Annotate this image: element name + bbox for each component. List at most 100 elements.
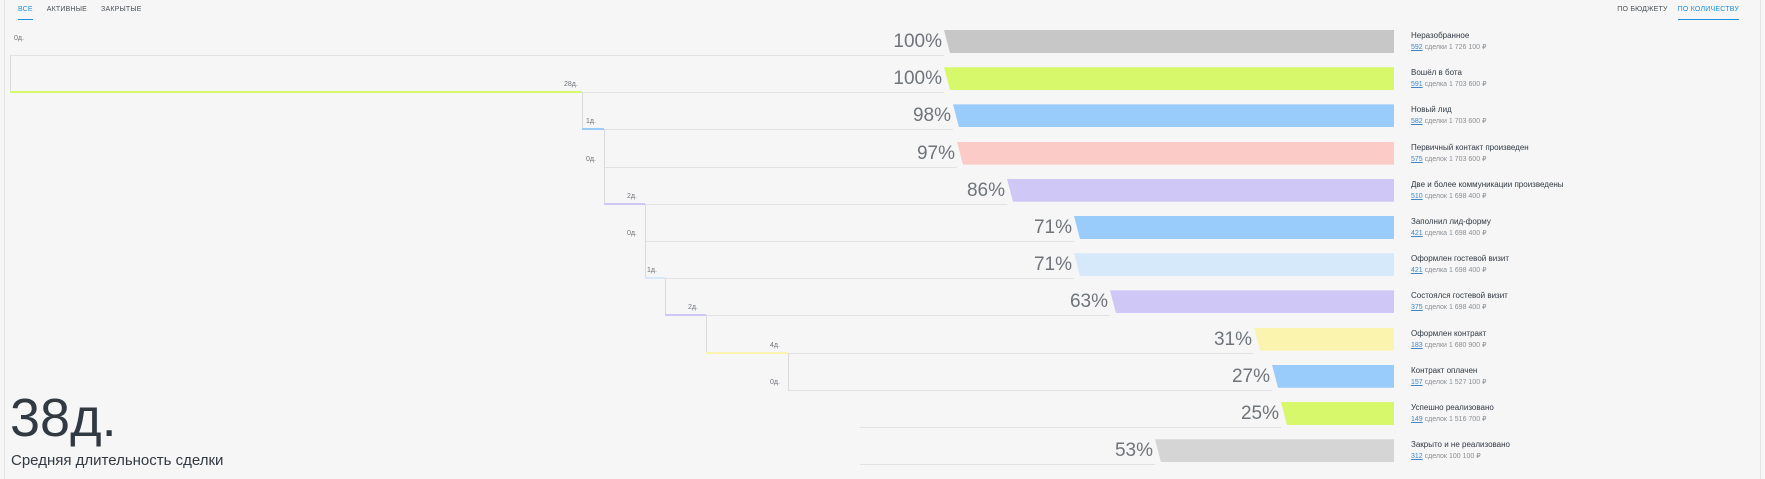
funnel-bar[interactable] — [957, 141, 1394, 165]
stage-deal-summary: сделки 1 726 100 ₽ — [1422, 44, 1487, 51]
stage-deal-summary: сделок 1 527 100 ₽ — [1422, 378, 1487, 386]
funnel-bar[interactable] — [944, 67, 1394, 91]
funnel-connector — [860, 427, 1281, 428]
funnel-percent: 97% — [916, 142, 955, 164]
tab-all[interactable]: Все — [18, 6, 33, 20]
funnel-bar[interactable] — [1272, 364, 1394, 388]
funnel-bar[interactable] — [1110, 290, 1394, 314]
duration-segment — [604, 202, 645, 205]
stage-title: Контракт оплачен — [1411, 365, 1478, 375]
funnel-percent: 25% — [1240, 403, 1279, 424]
stage-title: Вошёл в бота — [1411, 68, 1462, 78]
duration-segment — [645, 277, 665, 280]
duration-segment — [582, 128, 604, 131]
duration-segment — [665, 314, 706, 317]
stage-deal-summary: сделок 1 698 400 ₽ — [1422, 304, 1487, 312]
funnel-bar[interactable] — [944, 30, 1394, 53]
stage-deal-summary: сделки 1 680 900 ₽ — [1422, 341, 1487, 349]
funnel-bar[interactable] — [1074, 253, 1394, 277]
funnel-connector — [788, 389, 1272, 391]
stage-title: Первичный контакт произведен — [1411, 142, 1529, 152]
stage-deal-summary: сделок 1 698 400 ₽ — [1422, 192, 1487, 200]
stage-deal-count-link[interactable]: 592 — [1411, 44, 1423, 51]
funnel-connector — [860, 464, 1155, 466]
duration-label: 0д. — [770, 378, 780, 386]
stage-stats: 421 сделка 1 698 400 ₽ — [1411, 229, 1487, 237]
stage-deal-count-link[interactable]: 421 — [1411, 230, 1423, 237]
funnel-bar[interactable] — [1281, 402, 1394, 425]
funnel-percent: 100% — [893, 31, 942, 52]
duration-step-line — [706, 315, 707, 353]
stage-deal-summary: сделок 100 100 ₽ — [1422, 453, 1481, 461]
metric-tabs: По бюджету По количеству — [1617, 6, 1739, 20]
stage-deal-summary: сделок 1 516 700 ₽ — [1422, 416, 1487, 423]
funnel-connector — [604, 166, 957, 168]
duration-label: 0д. — [627, 230, 637, 237]
stage-title: Успешно реализовано — [1411, 403, 1494, 412]
avg-duration-value: 38д. — [10, 388, 117, 448]
funnel-connector — [706, 315, 1110, 317]
stage-deal-summary: сделка 1 703 600 ₽ — [1422, 81, 1487, 89]
stage-stats: 510 сделок 1 698 400 ₽ — [1411, 192, 1486, 200]
duration-label: 4д. — [770, 341, 780, 349]
duration-label: 0д. — [586, 155, 596, 163]
funnel-connector — [604, 129, 953, 131]
duration-label: 1д. — [586, 118, 596, 126]
funnel-percent: 100% — [893, 68, 942, 90]
funnel-percent: 31% — [1213, 328, 1252, 350]
duration-step-line — [10, 55, 11, 93]
tab-by-count[interactable]: По количеству — [1677, 6, 1739, 20]
stage-deal-count-link[interactable]: 375 — [1411, 304, 1423, 312]
funnel-percent: 27% — [1231, 365, 1270, 387]
stage-title: Оформлен гостевой визит — [1411, 254, 1509, 264]
duration-label: 1д. — [647, 267, 657, 275]
stage-deal-summary: сделок 1 703 600 ₽ — [1422, 155, 1487, 163]
funnel-percent: 53% — [1114, 440, 1153, 462]
funnel-bar[interactable] — [1007, 178, 1394, 202]
funnel-percent: 98% — [912, 105, 951, 127]
funnel-connector — [665, 278, 1074, 280]
duration-segment — [706, 351, 788, 354]
stage-deal-count-link[interactable]: 575 — [1411, 155, 1423, 163]
stage-deal-count-link[interactable]: 157 — [1411, 378, 1423, 386]
stage-title: Две и более коммуникации произведены — [1411, 179, 1564, 189]
stage-deal-count-link[interactable]: 312 — [1411, 453, 1423, 461]
duration-label: 28д. — [564, 81, 578, 89]
funnel-connector — [582, 92, 944, 94]
status-tabs: Все Активные Закрытые — [18, 6, 142, 20]
stage-title: Состоялся гостевой визит — [1411, 291, 1508, 301]
tab-by-budget[interactable]: По бюджету — [1617, 6, 1668, 13]
tab-closed[interactable]: Закрытые — [101, 6, 142, 13]
stage-deal-count-link[interactable]: 421 — [1411, 267, 1423, 275]
stage-deal-count-link[interactable]: 510 — [1411, 192, 1423, 200]
duration-label: 2д. — [688, 304, 698, 312]
stage-deal-count-link[interactable]: 183 — [1411, 341, 1423, 349]
stage-title: Оформлен контракт — [1411, 328, 1487, 338]
funnel-connector — [10, 55, 944, 56]
funnel-bar[interactable] — [953, 104, 1394, 128]
funnel-connector — [645, 241, 1074, 242]
stage-title: Закрыто и не реализовано — [1411, 440, 1510, 450]
tab-active[interactable]: Активные — [46, 6, 88, 13]
stage-title: Неразобранное — [1411, 31, 1470, 40]
stage-deal-count-link[interactable]: 591 — [1411, 81, 1423, 89]
stage-deal-count-link[interactable]: 149 — [1411, 416, 1423, 423]
funnel-percent: 71% — [1033, 217, 1072, 238]
stage-title: Заполнил лид-форму — [1411, 217, 1491, 226]
duration-segment — [10, 91, 582, 94]
funnel-percent: 63% — [1069, 291, 1108, 313]
funnel-bar[interactable] — [1074, 216, 1394, 239]
stage-deal-count-link[interactable]: 582 — [1411, 118, 1423, 126]
funnel-connector — [788, 352, 1254, 354]
stage-title: Новый лид — [1411, 105, 1452, 115]
stage-stats: 183 сделки 1 680 900 ₽ — [1411, 341, 1486, 349]
avg-duration-label: Средняя длительность сделки — [11, 452, 224, 469]
stage-stats: 591 сделка 1 703 600 ₽ — [1411, 80, 1487, 88]
duration-step-line — [582, 92, 583, 130]
funnel-bar[interactable] — [1254, 327, 1394, 351]
stage-stats: 375 сделок 1 698 400 ₽ — [1411, 303, 1486, 311]
funnel-bar[interactable] — [1155, 439, 1394, 463]
funnel-percent: 71% — [1033, 254, 1072, 276]
duration-step-line — [645, 241, 646, 279]
stage-stats: 582 сделки 1 703 600 ₽ — [1411, 117, 1486, 125]
